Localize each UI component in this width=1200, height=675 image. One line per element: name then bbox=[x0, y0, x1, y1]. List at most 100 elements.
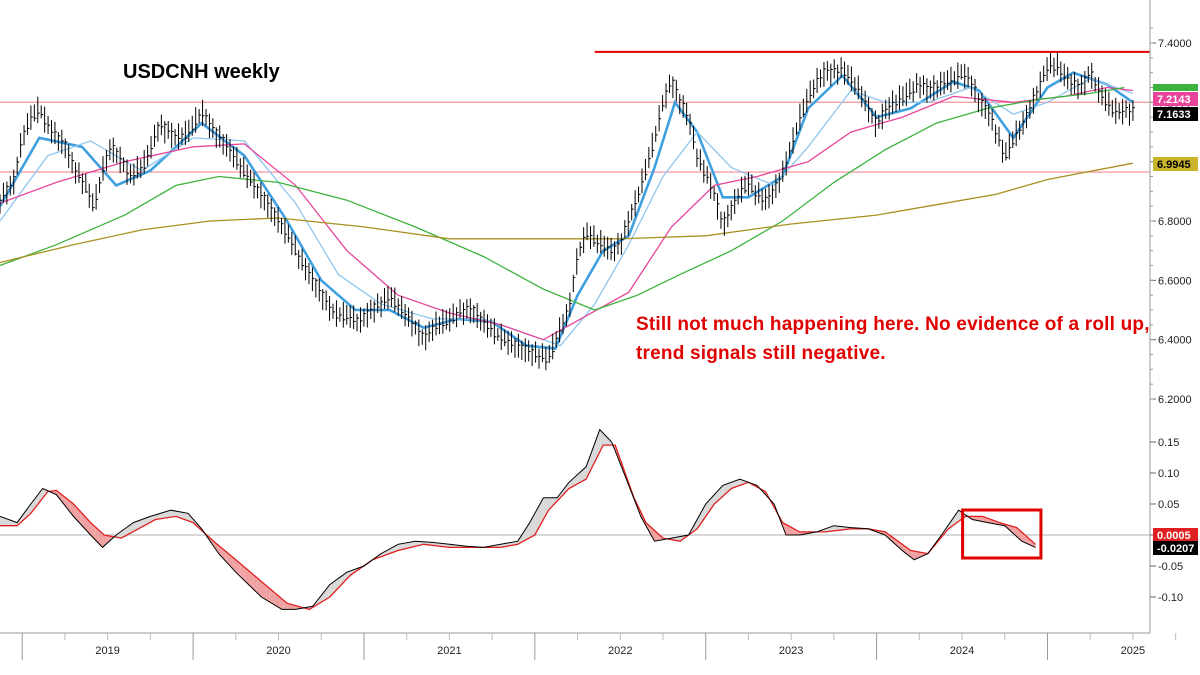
oscillator-fill bbox=[188, 514, 192, 523]
oscillator-fill bbox=[396, 544, 399, 552]
price-label-2: 6.9945 bbox=[1157, 159, 1191, 171]
oscillator-fill bbox=[416, 541, 420, 546]
osc-y-tick-label: 0.15 bbox=[1158, 437, 1179, 449]
oscillator-panel bbox=[0, 428, 1150, 611]
oscillator-fill bbox=[282, 599, 285, 610]
oscillator-fill bbox=[714, 491, 718, 504]
moving-average-4 bbox=[0, 162, 1134, 264]
oscillator-fill bbox=[528, 520, 531, 539]
oscillator-fill bbox=[170, 510, 174, 518]
osc-label-bg-0 bbox=[1153, 528, 1198, 542]
oscillator-fill bbox=[553, 497, 557, 505]
moving-average-3 bbox=[0, 86, 1125, 311]
y-tick-label: 6.8000 bbox=[1158, 216, 1192, 228]
oscillator-fill bbox=[970, 516, 974, 520]
osc-label-0: 0.0005 bbox=[1157, 530, 1191, 542]
x-tick-label: 2025 bbox=[1121, 645, 1145, 657]
oscillator-fill bbox=[5, 518, 8, 526]
oscillator-fill bbox=[1007, 524, 1010, 531]
oscillator-fill bbox=[88, 519, 91, 536]
oscillator-fill bbox=[100, 532, 104, 547]
oscillator-fill bbox=[227, 553, 231, 567]
oscillator-fill bbox=[409, 541, 412, 548]
oscillator-fill bbox=[238, 561, 241, 577]
oscillator-fill bbox=[401, 543, 404, 550]
moving-average-2 bbox=[0, 86, 1133, 341]
highlight-box bbox=[961, 508, 1043, 560]
x-tick-label: 2021 bbox=[437, 645, 461, 657]
oscillator-fill bbox=[328, 583, 332, 598]
oscillator-fill bbox=[582, 467, 586, 482]
oscillator-fill bbox=[608, 438, 611, 446]
osc-y-tick-label: -0.10 bbox=[1158, 592, 1183, 604]
axes: 6.20006.40006.60006.80007.00007.20007.40… bbox=[0, 0, 1198, 660]
oscillator-fill bbox=[830, 525, 834, 532]
oscillator-fill bbox=[535, 506, 539, 534]
oscillator-fill bbox=[414, 541, 417, 547]
oscillator-fill bbox=[786, 524, 790, 535]
oscillator-fill bbox=[530, 516, 534, 538]
oscillator-fill bbox=[245, 568, 249, 585]
oscillator-fill bbox=[137, 520, 140, 530]
price-panel bbox=[0, 50, 1150, 371]
oscillator-fill bbox=[256, 577, 259, 595]
oscillator-fill bbox=[181, 512, 184, 520]
oscillator-fill bbox=[1017, 528, 1020, 540]
oscillator-fill bbox=[95, 527, 99, 544]
oscillator-fill bbox=[717, 488, 720, 502]
oscillator-fill bbox=[139, 519, 143, 529]
oscillator-fill bbox=[132, 522, 135, 533]
oscillator-fill bbox=[577, 472, 580, 484]
oscillator-fill bbox=[186, 513, 189, 522]
oscillator-fill bbox=[403, 542, 407, 550]
x-tick-label: 2023 bbox=[779, 645, 803, 657]
price-label-1: 7.1633 bbox=[1157, 109, 1191, 121]
oscillator-fill bbox=[318, 595, 322, 604]
oscillator-fill bbox=[289, 604, 293, 610]
oscillator-fill bbox=[248, 570, 252, 588]
oscillator-fill bbox=[737, 479, 741, 487]
oscillator-fill bbox=[916, 551, 920, 559]
oscillator-fill bbox=[72, 503, 76, 519]
oscillator-fill bbox=[183, 512, 187, 521]
oscillator-fill bbox=[520, 533, 523, 543]
x-tick-label: 2024 bbox=[950, 645, 974, 657]
oscillator-fill bbox=[124, 527, 127, 537]
oscillator-fill bbox=[116, 532, 120, 538]
oscillator-fill bbox=[981, 516, 984, 522]
oscillator-fill bbox=[225, 550, 228, 564]
oscillator-fill bbox=[251, 572, 254, 590]
price-label-bg-0 bbox=[1153, 92, 1198, 106]
oscillator-fill bbox=[230, 555, 233, 570]
oscillator-fill bbox=[69, 501, 73, 516]
oscillator-fill bbox=[603, 433, 606, 446]
oscillator-fill bbox=[411, 541, 415, 548]
price-label-bg-1 bbox=[1153, 107, 1198, 121]
oscillator-fill bbox=[103, 534, 107, 547]
oscillator-fill bbox=[789, 526, 793, 535]
oscillator-fill bbox=[398, 543, 402, 551]
oscillator-fill bbox=[326, 585, 329, 600]
oscillator-fill bbox=[333, 579, 337, 593]
oscillator-fill bbox=[77, 508, 81, 524]
oscillator-fill bbox=[157, 513, 161, 520]
oscillator-fill bbox=[541, 497, 544, 524]
oscillator-fill bbox=[913, 551, 917, 560]
oscillator-fill bbox=[885, 532, 888, 538]
oscillator-fill bbox=[253, 574, 257, 593]
oscillator-fill bbox=[598, 430, 601, 456]
oscillator-fill bbox=[0, 516, 3, 526]
green-marker bbox=[1153, 84, 1198, 91]
y-tick-label: 6.6000 bbox=[1158, 275, 1192, 287]
oscillator-fill bbox=[533, 511, 536, 536]
oscillator-fill bbox=[147, 516, 151, 524]
oscillator-fill bbox=[735, 479, 738, 488]
oscillator-fill bbox=[82, 514, 86, 530]
oscillator-fill bbox=[346, 571, 350, 579]
x-tick-label: 2019 bbox=[95, 645, 119, 657]
oscillator-fill bbox=[93, 524, 96, 541]
oscillator-fill bbox=[90, 522, 94, 538]
oscillator-fill bbox=[163, 511, 166, 519]
oscillator-fill bbox=[704, 502, 707, 519]
oscillator-fill bbox=[222, 548, 226, 561]
